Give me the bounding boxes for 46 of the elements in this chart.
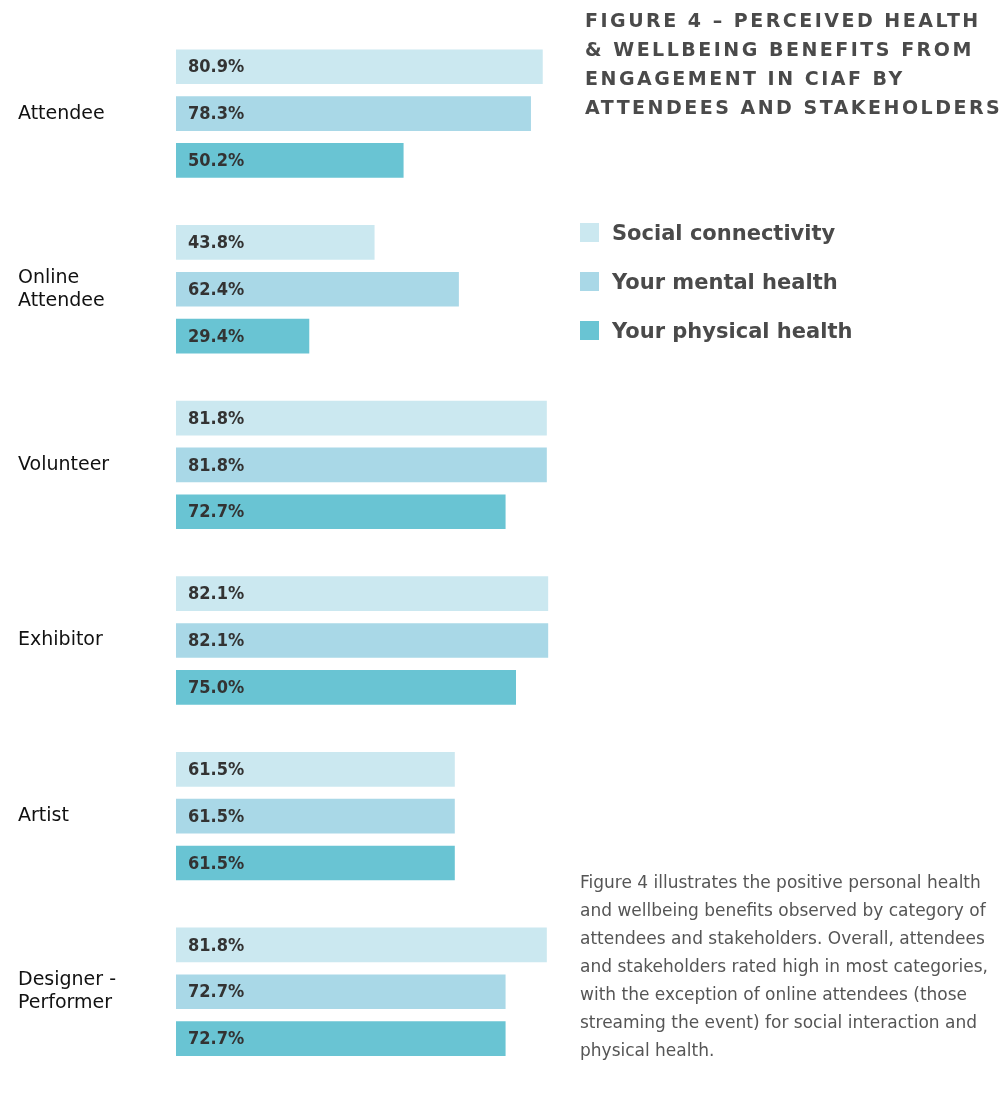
data-label: 61.5% <box>188 757 245 779</box>
data-label: 78.3% <box>188 102 245 124</box>
data-label: 50.2% <box>188 149 245 171</box>
legend-label: Social connectivity <box>612 220 836 245</box>
bar <box>176 96 531 131</box>
bar <box>176 798 455 834</box>
bar <box>176 400 547 436</box>
y-tick-label: Exhibitor <box>18 627 103 650</box>
bar <box>176 143 404 178</box>
bar <box>176 49 543 85</box>
bar <box>176 225 375 260</box>
text: FIGURE 4 – PERCEIVED HEALTH & WELLBEING BENEFITS FROM ENGAGEMENT IN CIAF BY ATTENDEES AND STAKEHOLDERS <box>585 8 1004 120</box>
legend-label: Your physical health <box>612 318 853 343</box>
data-label: 81.8% <box>188 406 245 428</box>
bar <box>176 845 455 881</box>
y-tick-label: Artist <box>18 803 69 826</box>
data-label: 61.5% <box>188 804 245 826</box>
bar <box>176 1021 506 1056</box>
data-label: 61.5% <box>188 851 245 873</box>
legend-label: Your mental health <box>612 269 838 294</box>
bar <box>176 271 459 307</box>
data-label: 72.7% <box>188 1027 245 1049</box>
y-tick-label: Attendee <box>18 100 105 123</box>
data-label: 82.1% <box>188 629 245 651</box>
data-label: 72.7% <box>188 500 245 522</box>
y-tick-label: Designer - Performer <box>18 967 116 1013</box>
data-label: 29.4% <box>188 324 245 346</box>
y-tick-label: Online Attendee <box>18 264 105 310</box>
data-label: 80.9% <box>188 55 245 77</box>
data-label: 82.1% <box>188 582 245 604</box>
data-label: 81.8% <box>188 453 245 475</box>
bar <box>176 974 506 1010</box>
y-tick-label: Volunteer <box>18 451 110 474</box>
bar <box>176 670 516 705</box>
data-label: 62.4% <box>188 277 245 299</box>
bar <box>176 494 506 530</box>
bar <box>176 927 547 963</box>
bar <box>176 447 547 483</box>
data-label: 72.7% <box>188 980 245 1002</box>
bar <box>176 576 549 612</box>
data-label: 75.0% <box>188 676 245 698</box>
bar <box>176 623 549 658</box>
data-label: 43.8% <box>188 231 245 253</box>
caption: Figure 4 illustrates the positive personal health and wellbeing benefits observed by category of attendees and stakeholders. Overall, attendees and stakeholders rated high in most categories, with the exception of online attendees (those streaming the event) for social interaction and physical health. <box>580 871 989 1062</box>
bar <box>176 751 455 787</box>
data-label: 81.8% <box>188 933 245 955</box>
